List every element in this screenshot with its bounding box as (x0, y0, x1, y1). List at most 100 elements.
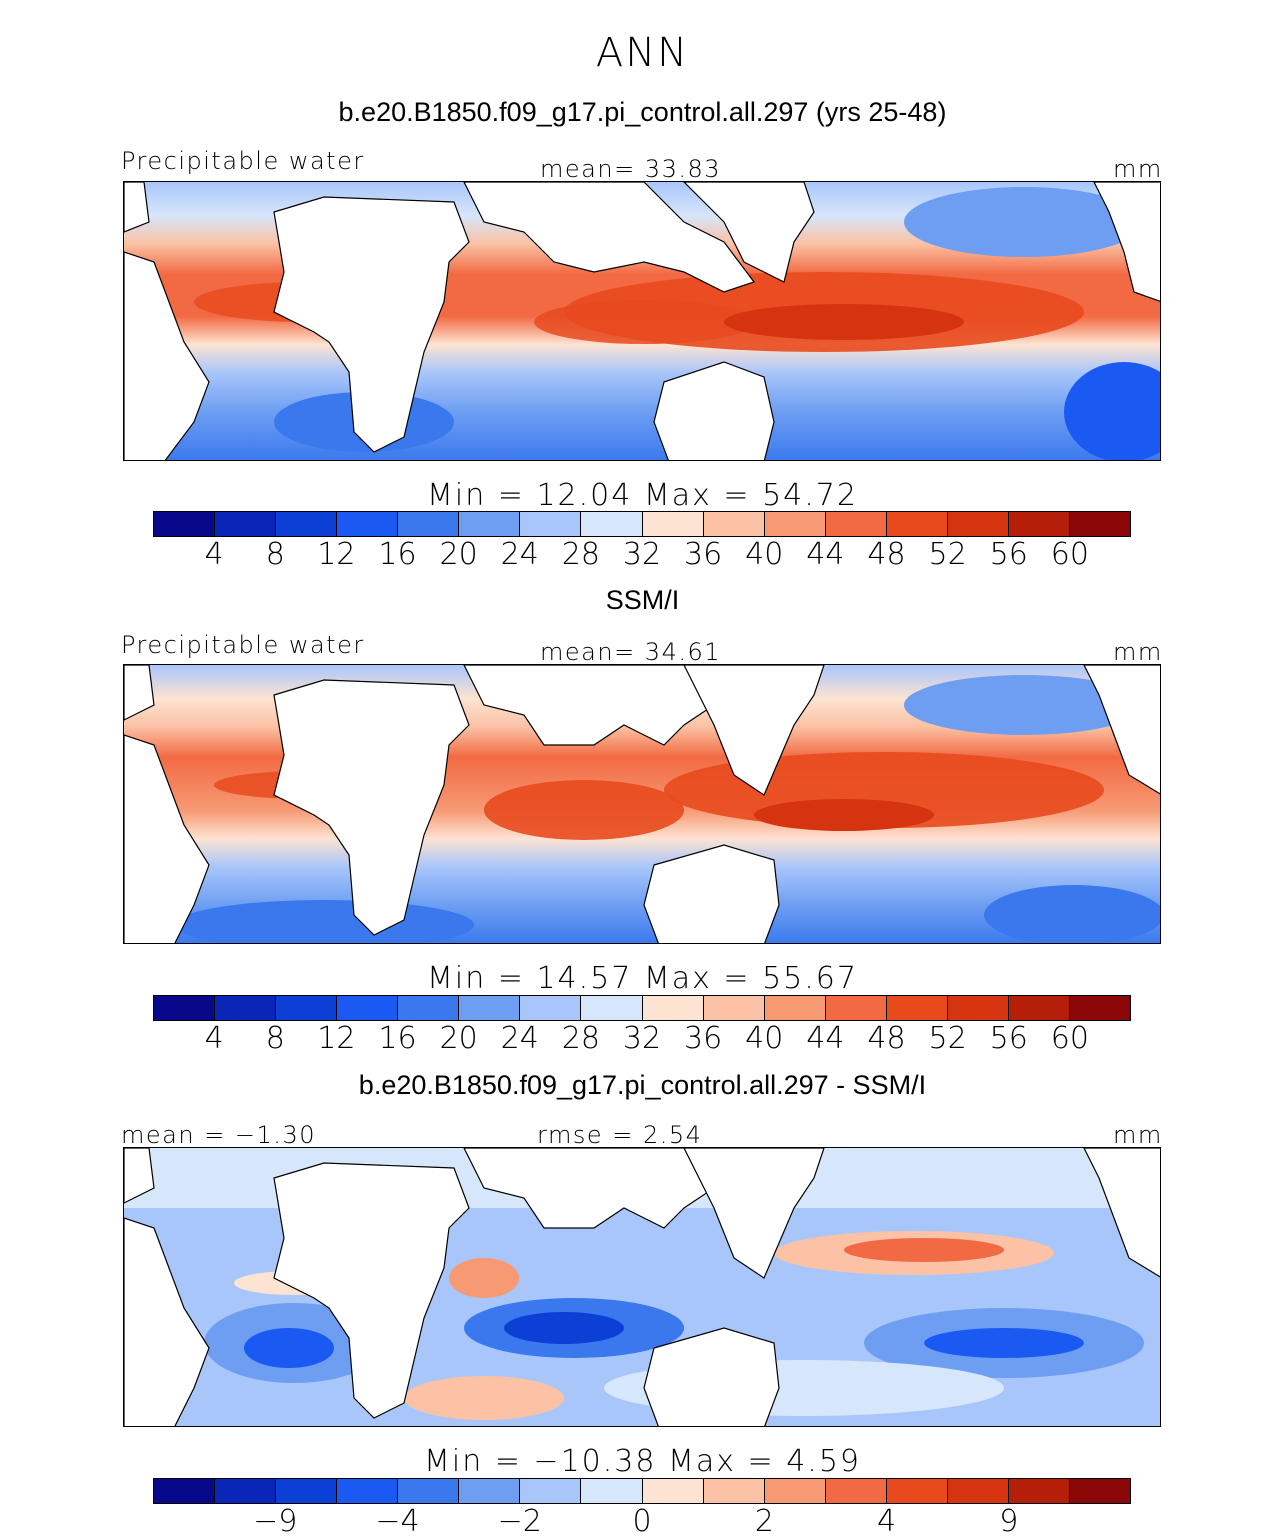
colorbar-tick-label: 40 (745, 537, 784, 572)
colorbar-tick-label: 24 (500, 537, 539, 572)
colorbar-swatch (520, 996, 582, 1020)
colorbar-swatch (825, 1479, 887, 1503)
panel-3-minmax: Min = −10.38 Max = 4.59 (423, 1444, 862, 1479)
colorbar-swatch (337, 512, 399, 536)
colorbar-swatch (276, 1479, 338, 1503)
colorbar-swatch (825, 996, 887, 1020)
panel-3-title: b.e20.B1850.f09_g17.pi_control.all.297 -… (358, 1070, 927, 1100)
colorbar-swatch (886, 996, 948, 1020)
colorbar-tick-label: 56 (989, 537, 1028, 572)
colorbar-tick-label: 20 (439, 1021, 478, 1056)
colorbar-tick-label: 52 (928, 1021, 967, 1056)
colorbar-swatch (276, 996, 338, 1020)
colorbar-tick-label: 4 (876, 1504, 897, 1539)
panel-2-map-svg (124, 665, 1160, 943)
colorbar-tick-label: −4 (375, 1504, 420, 1539)
colorbar-tick-label: 4 (204, 537, 224, 572)
colorbar-tick-label: 52 (928, 537, 967, 572)
colorbar-tick-label: 28 (561, 1021, 600, 1056)
colorbar-swatch (520, 1479, 582, 1503)
colorbar-swatch (642, 1479, 704, 1503)
colorbar-tick-label: 8 (265, 1021, 285, 1056)
colorbar-tick-label: 32 (622, 537, 662, 572)
colorbar-tick-label: 44 (806, 1021, 845, 1056)
colorbar-tick-label: 12 (317, 537, 356, 572)
figure-title: ANN (595, 30, 690, 76)
panel-1-colorbar-labels: 4 8 12 16 20 24 28 32 36 40 44 48 52 56 60 (153, 537, 1131, 573)
colorbar-swatch (337, 996, 399, 1020)
colorbar-swatch (459, 1479, 521, 1503)
panel-2-variable: Precipitable water (121, 631, 365, 659)
panel-2-colorbar-labels: 4 8 12 16 20 24 28 32 36 40 44 48 52 56 60 (153, 1021, 1131, 1057)
colorbar-swatch (459, 512, 521, 536)
colorbar-tick-label: 60 (1050, 537, 1089, 572)
colorbar-swatch (703, 1479, 765, 1503)
panel-1-mean: mean= 33.83 (540, 155, 722, 183)
colorbar-tick-label: −9 (253, 1504, 298, 1539)
colorbar-swatch (1069, 996, 1130, 1020)
panel-1-units: mm (1113, 155, 1163, 183)
panel-1-colorbar (153, 511, 1131, 537)
colorbar-swatch (886, 1479, 948, 1503)
colorbar-swatch (764, 1479, 826, 1503)
colorbar-swatch (215, 512, 277, 536)
panel-1-map-svg (124, 182, 1160, 460)
colorbar-swatch (337, 1479, 399, 1503)
panel-2-title: SSM/I (605, 585, 680, 615)
panel-1-variable: Precipitable water (121, 147, 365, 175)
colorbar-swatch (581, 1479, 643, 1503)
panel-2-colorbar (153, 995, 1131, 1021)
colorbar-tick-label: 32 (622, 1021, 662, 1056)
colorbar-swatch (215, 996, 277, 1020)
colorbar-swatch (215, 1479, 277, 1503)
panel-1-map (123, 181, 1161, 461)
colorbar-swatch (642, 996, 704, 1020)
colorbar-tick-label: 2 (754, 1504, 774, 1539)
colorbar-tick-label: 20 (439, 537, 478, 572)
panel-3-map (123, 1147, 1161, 1427)
panel-3-mean: mean = −1.30 (121, 1121, 316, 1149)
colorbar-swatch (154, 996, 216, 1020)
colorbar-swatch (154, 512, 216, 536)
colorbar-swatch (703, 996, 765, 1020)
colorbar-swatch (581, 996, 643, 1020)
panel-2-minmax: Min = 14.57 Max = 55.67 (427, 961, 858, 996)
panel-3-colorbar (153, 1478, 1131, 1504)
colorbar-swatch (703, 512, 765, 536)
panel-2-map (123, 664, 1161, 944)
colorbar-tick-label: 12 (317, 1021, 356, 1056)
panel-3-map-svg (124, 1148, 1160, 1426)
colorbar-swatch (1069, 512, 1130, 536)
colorbar-tick-label: 56 (989, 1021, 1028, 1056)
panel-2-mean: mean= 34.61 (540, 638, 722, 666)
panel-1-minmax: Min = 12.04 Max = 54.72 (427, 478, 858, 513)
colorbar-swatch (764, 512, 826, 536)
colorbar-swatch (154, 1479, 216, 1503)
colorbar-swatch (947, 996, 1009, 1020)
colorbar-swatch (1069, 1479, 1130, 1503)
panel-1-title: b.e20.B1850.f09_g17.pi_control.all.297 (… (338, 97, 947, 127)
colorbar-tick-label: 24 (500, 1021, 539, 1056)
colorbar-tick-label: 0 (632, 1504, 652, 1539)
colorbar-swatch (947, 512, 1009, 536)
colorbar-tick-label: 8 (265, 537, 285, 572)
colorbar-tick-label: 40 (745, 1021, 784, 1056)
panel-2-units: mm (1113, 638, 1163, 666)
colorbar-swatch (520, 512, 582, 536)
panel-3-rmse: rmse = 2.54 (537, 1121, 703, 1149)
colorbar-swatch (825, 512, 887, 536)
panel-3-colorbar-labels: −9 −4 −2 0 2 4 9 (153, 1504, 1131, 1540)
colorbar-tick-label: 36 (684, 1021, 723, 1056)
colorbar-tick-label: 16 (378, 1021, 417, 1056)
colorbar-swatch (398, 512, 460, 536)
colorbar-tick-label: 48 (867, 1021, 906, 1056)
colorbar-swatch (886, 512, 948, 536)
colorbar-tick-label: 16 (378, 537, 417, 572)
colorbar-swatch (1008, 1479, 1070, 1503)
colorbar-swatch (1008, 996, 1070, 1020)
colorbar-swatch (764, 996, 826, 1020)
colorbar-tick-label: 28 (561, 537, 600, 572)
colorbar-tick-label: 9 (999, 1504, 1019, 1539)
colorbar-swatch (581, 512, 643, 536)
colorbar-swatch (1008, 512, 1070, 536)
